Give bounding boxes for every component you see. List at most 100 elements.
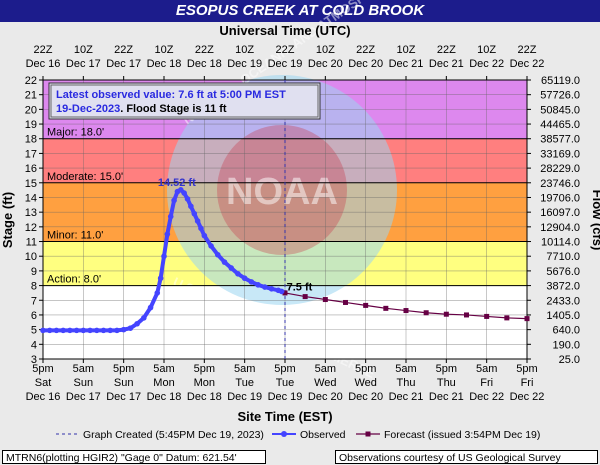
flow-tick-label: 190.0 [552,339,580,351]
x2-tick-time: 10Z [316,44,335,56]
x-tick-time: 5pm [516,363,537,375]
x2-tick-date: Dec 17 [66,58,101,70]
x-tick-day: Wed [314,377,336,389]
x-tick-day: Mon [153,377,174,389]
x2-axis-title: Universal Time (UTC) [219,23,350,38]
y-tick-label: 5 [31,325,37,337]
observed-point [120,326,127,333]
x-tick-time: 5am [315,363,336,375]
observed-point [53,327,60,334]
flow-tick-label: 57726.0 [540,90,580,102]
x-tick-day: Thu [437,377,456,389]
x-tick-date: Dec 22 [469,391,504,403]
x-tick-time: 5am [73,363,94,375]
x2-tick-time: 22Z [195,44,214,56]
x-tick-date: Dec 20 [308,391,343,403]
forecast-point [302,294,308,300]
y-tick-label: 3 [31,354,37,366]
y-tick-label: 22 [25,75,37,87]
observed-point [40,327,46,334]
forecast-point [282,290,288,296]
x-tick-day: Fri [521,377,534,389]
x-tick-time: 5pm [113,363,134,375]
y-tick-label: 18 [25,134,37,146]
observed-point [268,286,275,292]
forecast-point [403,308,409,314]
info-flood-stage-rest: . Flood Stage is 11 ft [120,103,227,115]
y2-axis-title: Flow (cfs) [590,190,600,251]
legend-forecast: Forecast (issued 3:54PM Dec 19) [384,429,540,441]
x2-tick-date: Dec 19 [268,58,303,70]
observed-point [73,327,80,334]
info-latest-value: Latest observed value: 7.6 ft at 5:00 PM… [56,89,286,101]
flow-tick-label: 5676.0 [546,266,580,278]
observed-point [184,196,191,202]
flow-tick-label: 16097.0 [540,207,580,219]
x-tick-date: Dec 21 [429,391,464,403]
observed-point [60,327,66,334]
forecast-point [524,316,530,322]
x-tick-time: 5pm [194,363,215,375]
legend-observed: Observed [300,429,346,441]
observed-point [100,327,107,334]
observed-point [191,210,198,217]
observed-point [107,327,114,334]
x2-tick-date: Dec 21 [429,58,464,70]
y-tick-label: 16 [25,163,37,175]
crest-label: 14.52 ft [158,177,196,189]
x-tick-date: Dec 17 [106,391,141,403]
flow-tick-label: 12904.0 [540,222,580,234]
flow-tick-label: 65119.0 [541,75,580,87]
x2-tick-time: 22Z [114,44,133,56]
watermark-circle [167,75,397,305]
x-tick-day: Tue [235,377,254,389]
x2-tick-time: 10Z [74,44,93,56]
x-tick-time: 5pm [436,363,457,375]
forecast-point [464,312,469,318]
y-tick-label: 20 [25,104,37,116]
info-flood-stage: 19-Dec-2023. Flood Stage is 11 ft [56,103,227,115]
y-tick-label: 13 [25,207,37,219]
observed-point [235,271,241,277]
x2-tick-time: 10Z [477,44,496,56]
x-tick-time: 5pm [274,363,295,375]
flow-tick-label: 19706.0 [540,192,580,204]
y-tick-label: 12 [25,222,37,234]
forecast-point [423,310,429,316]
observed-point [154,290,161,296]
forecast-point [343,299,348,305]
y-tick-label: 11 [26,237,37,249]
flow-tick-label: 25.0 [559,354,580,366]
observed-point [134,320,140,327]
observed-point [181,190,187,196]
watermark-noaa: NOAA [226,171,338,213]
x2-tick-time: 10Z [397,44,416,56]
y-tick-label: 19 [25,119,37,131]
latest-label: 7.5 ft [287,281,313,293]
observed-point [255,282,261,288]
flow-tick-label: 38577.0 [540,134,580,146]
forecast-point [383,305,389,311]
x-tick-time: 5am [153,363,174,375]
info-box-inner [50,84,319,118]
y-tick-label: 4 [31,339,37,351]
x-tick-date: Dec 19 [268,391,303,403]
x2-tick-time: 22Z [276,44,295,56]
forecast-point [484,313,490,319]
y-tick-label: 17 [25,148,37,160]
y-tick-label: 14 [25,192,37,204]
forecast-point [504,315,510,321]
x-tick-day: Wed [354,377,376,389]
observed-point [194,218,201,224]
observed-point [201,232,208,239]
x2-tick-date: Dec 21 [389,58,424,70]
flood-label-minor: Minor: 11.0' [47,230,103,242]
observed-point [188,203,194,210]
flood-label-major: Major: 18.0' [47,127,104,139]
y-tick-label: 21 [25,90,37,102]
x2-tick-time: 10Z [155,44,174,56]
x-tick-day: Sun [74,377,94,389]
observed-point [262,284,268,290]
flow-tick-label: 50845.0 [540,104,580,116]
flow-tick-label: 23746.0 [540,178,580,190]
